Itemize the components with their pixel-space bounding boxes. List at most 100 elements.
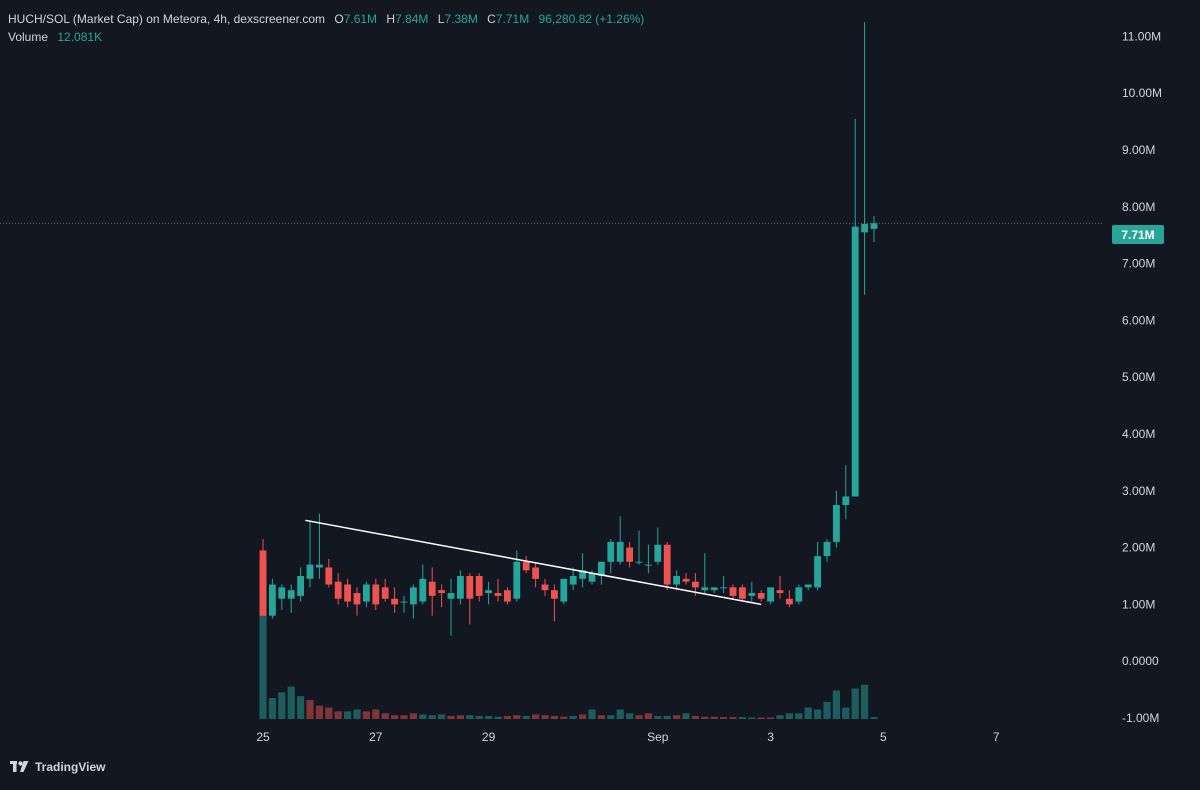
high-label: H: [386, 12, 396, 26]
candle-body: [325, 567, 333, 585]
volume-bar: [673, 715, 681, 719]
volume-bar: [485, 715, 493, 719]
candle-body: [391, 598, 398, 605]
candle-body: [720, 587, 727, 589]
volume-bar: [344, 711, 352, 719]
candle-body: [475, 575, 483, 596]
candle-body: [504, 590, 511, 602]
candle-body: [692, 581, 699, 588]
candle: [297, 567, 304, 602]
candle-body: [353, 593, 361, 605]
candle-body: [532, 567, 539, 579]
candle: [363, 581, 370, 608]
trendline-drawing[interactable]: [305, 519, 762, 606]
candle-body: [438, 590, 445, 594]
candle-body: [626, 547, 633, 562]
last-price-badge: 7.71M: [1112, 225, 1164, 244]
low-value: 7.38M: [444, 12, 478, 26]
volume-bar: [400, 715, 408, 719]
candle: [654, 527, 662, 565]
candle-body: [748, 593, 756, 596]
volume-bar: [616, 709, 624, 719]
candle-body: [428, 581, 436, 596]
candle: [579, 553, 586, 588]
symbol-title[interactable]: HUCH/SOL (Market Cap) on Meteora, 4h, de…: [8, 12, 326, 26]
candle: [645, 544, 652, 574]
candle-body: [522, 561, 530, 571]
y-tick-label: 1.00M: [1122, 597, 1155, 611]
x-tick-label: Sep: [647, 730, 669, 744]
volume-bar: [861, 684, 869, 719]
change-value: 96,280.82 (+1.26%): [538, 12, 645, 26]
candle-body: [334, 581, 342, 599]
candle-body: [278, 587, 286, 599]
volume-bar: [795, 713, 803, 719]
candle: [823, 539, 831, 562]
candle: [372, 578, 380, 611]
volume-bar: [720, 717, 728, 719]
candle: [739, 584, 746, 602]
volume-bar: [626, 713, 634, 719]
candle-body: [767, 587, 774, 602]
volume-bar: [757, 717, 765, 719]
candle: [504, 587, 511, 605]
candle-body: [739, 587, 746, 599]
volume-bar: [268, 698, 276, 719]
volume-bar: [334, 711, 342, 719]
volume-bar: [456, 715, 464, 719]
volume-bar: [297, 696, 305, 719]
candle: [287, 584, 295, 613]
volume-bar: [353, 709, 361, 719]
candle: [569, 567, 577, 591]
candle: [259, 539, 267, 616]
y-tick-label: 0.0000: [1122, 654, 1159, 668]
candle: [842, 465, 850, 520]
candle-body: [804, 584, 812, 588]
close-label: C: [487, 12, 496, 26]
candle-body: [588, 573, 596, 582]
high-value: 7.84M: [395, 12, 429, 26]
candle: [701, 553, 709, 594]
volume-bar: [814, 709, 822, 719]
candle: [626, 541, 633, 568]
volume-bar: [776, 715, 784, 719]
tradingview-logo[interactable]: TradingView: [10, 760, 105, 774]
candle-body: [842, 496, 850, 505]
volume-bar: [597, 715, 605, 719]
candle-body: [569, 575, 577, 585]
candle-body: [259, 550, 267, 616]
volume-bar: [391, 715, 399, 719]
volume-bar: [682, 713, 690, 719]
candle: [551, 584, 558, 622]
time-axis[interactable]: 25 27 29 Sep 3 5 7: [256, 730, 1000, 744]
candle: [804, 584, 812, 591]
volume-bar: [823, 701, 831, 719]
candle: [757, 590, 765, 602]
price-axis[interactable]: 11.00M 10.00M 9.00M 8.00M 7.00M 6.00M 5.00M 4.0…: [1122, 29, 1162, 725]
open-value: 7.61M: [343, 12, 378, 26]
candle-body: [297, 575, 304, 596]
volume-bar: [701, 716, 709, 719]
volume-bar: [569, 715, 577, 719]
y-tick-label: 10.00M: [1122, 86, 1162, 100]
volume-bar: [315, 705, 323, 719]
volume-bar: [748, 717, 756, 719]
candle: [334, 573, 342, 605]
x-tick-label: 29: [482, 730, 496, 744]
candle-body: [372, 584, 380, 605]
volume-bar: [663, 715, 671, 719]
candle-body: [494, 593, 502, 596]
volume-label[interactable]: Volume: [8, 30, 49, 44]
candle-body: [870, 223, 878, 229]
x-tick-label: 27: [369, 730, 383, 744]
x-tick-label: 7: [993, 730, 1000, 744]
candle-body: [306, 564, 314, 579]
candle-body: [729, 587, 737, 596]
candle-body: [861, 223, 868, 233]
candle: [814, 541, 821, 591]
candle: [532, 561, 539, 588]
candle: [598, 561, 605, 585]
candle-body: [457, 575, 464, 599]
